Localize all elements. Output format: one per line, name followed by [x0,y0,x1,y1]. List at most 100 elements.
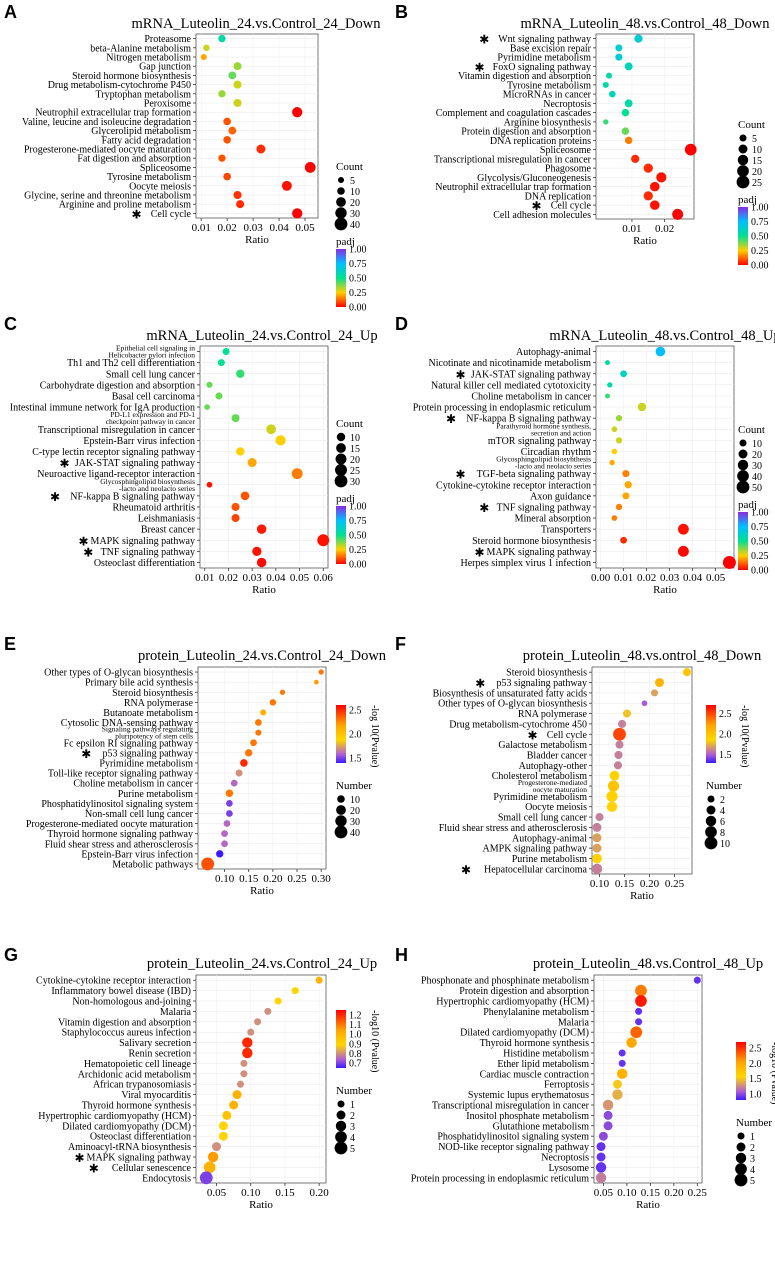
size-legend-dot [334,217,348,231]
y-tick-label: Thyroid hormone synthesis [480,1038,590,1049]
size-legend-dot [736,1142,746,1152]
data-point [281,180,292,191]
data-point [223,117,231,126]
data-point [207,1151,219,1163]
colorbar-label: 1.0 [749,1089,762,1100]
y-tick-label: Hypertrophic cardiomyopathy (HCM) [436,997,589,1008]
color-legend-title: padj [738,499,757,511]
y-tick-label: p53 signaling pathway [102,748,193,759]
color-legend-title: padj [336,493,355,505]
y-tick-label: Steroid biosynthesis [506,668,587,679]
data-point [621,108,630,117]
size-legend-label: 20 [350,455,360,466]
data-point [620,370,628,378]
data-point [260,709,267,716]
chart-title: mRNA_Luteolin_24.vs.Control_24_Down [132,16,382,32]
y-tick-label: Purine metabolism [118,789,193,800]
chart-title: protein_Luteolin_48.vs.ontrol_48_Down [523,648,762,664]
size-legend-dot [704,836,718,850]
y-tick-label: Nicotinate and nicotinamide metabolism [429,358,592,369]
y-tick-label: Vitamin digestion and absorption [458,71,591,82]
data-point [624,99,633,108]
x-tick-label: 0.25 [665,878,685,890]
y-tick-label: TGF-beta signaling pathway [477,469,591,480]
data-point [655,346,666,357]
size-legend-label: 25 [752,178,762,189]
data-point [609,770,620,781]
star-marker: ✱ [81,747,91,761]
panel-letter: C [4,314,17,334]
data-point [250,739,257,747]
star-marker: ✱ [479,501,489,515]
x-tick-label: 0.01 [622,223,641,235]
data-point [304,162,316,173]
data-point [240,491,250,501]
y-tick-label: TNF signaling pathway [101,547,195,558]
y-tick-label: Glutathione metabolism [493,1121,590,1132]
y-tick-label: Ferroptosis [544,1080,589,1091]
data-point [275,435,286,446]
panel-letter: F [395,634,406,654]
colorbar [336,1010,346,1068]
size-legend-label: 10 [720,839,730,850]
y-tick-label: Transcriptional misregulation in cancer [432,1101,590,1112]
y-tick-label: Fluid shear stress and atherosclerosis [439,823,587,834]
data-point [622,709,632,718]
data-point [291,987,299,995]
chart-title: mRNA_Luteolin_48.vs.Control_48_Up [549,328,775,344]
colorbar-label: 1.00 [349,502,367,513]
y-tick-label: Hepatocellular carcinoma [484,864,588,875]
x-tick-label: 0.01 [195,572,214,584]
y-tick-label: MAPK signaling pathway [91,536,195,547]
y-tick-label: Glycosphingolipid biosynthesis -lacto and… [496,455,591,471]
y-tick-label: Mineral absorption [515,514,591,525]
chart-title: mRNA_Luteolin_24.vs.Control_24_Up [146,328,377,344]
y-tick-label: Progesterone-mediated oocyte maturation [24,145,191,156]
y-tick-label-line: Signaling pathways regulating [102,725,193,734]
y-tick-label: Glycosphingolipid biosynthesis -lacto and… [100,477,195,493]
data-point [649,181,660,192]
y-tick-label: Galactose metabolism [498,740,587,751]
data-point [596,1152,606,1162]
y-tick-label: Choline metabolism in cancer [471,391,591,402]
colorbar-label: 0.75 [349,516,367,527]
data-point [592,833,602,843]
y-tick-label: Cell cycle [551,201,592,212]
y-tick-label: Cytokine-cytokine receptor interaction [436,480,591,491]
y-tick-label: Phosphonate and phosphinate metabolism [421,976,589,987]
y-tick-label: Herpes simplex virus 1 infection [460,558,591,569]
panel-letter: A [4,2,17,22]
x-tick-label: 0.05 [706,572,726,584]
data-point [247,1028,255,1036]
y-tick-label: MAPK signaling pathway [487,547,591,558]
colorbar-label: 0.50 [751,537,769,548]
size-legend-dot [337,1100,345,1108]
y-tick-label: Bladder cancer [527,750,588,761]
data-point [624,136,633,145]
x-axis-label: Ratio [636,1199,660,1211]
data-point [242,1037,253,1048]
y-tick-label: Systemic lupus erythematosus [468,1090,589,1101]
y-tick-label: Wnt signaling pathway [498,34,591,45]
plot-frame [195,33,319,219]
size-legend-label: 5 [350,1144,355,1155]
size-legend-dot [335,1131,347,1143]
size-legend-label: 20 [350,198,360,209]
y-tick-label: beta-Alanine metabolism [90,43,191,54]
x-tick-label: 0.03 [243,572,263,584]
y-tick-label: Malaria [558,1017,590,1028]
chart-title: protein_Luteolin_24.vs.Control_24_Up [147,956,377,972]
y-tick-label: Nitrogen metabolism [106,53,191,64]
data-point [611,426,618,433]
size-legend-dot [735,1163,747,1175]
colorbar-label: 1.2 [349,1010,362,1021]
data-point [617,719,627,728]
y-tick-label: DNA replication proteins [490,136,591,147]
data-point [603,1110,613,1120]
size-legend-dot [706,805,716,815]
star-marker: ✱ [50,490,60,504]
size-legend-dot [739,439,747,447]
data-point [682,668,692,677]
x-tick-label: 0.25 [287,873,307,885]
